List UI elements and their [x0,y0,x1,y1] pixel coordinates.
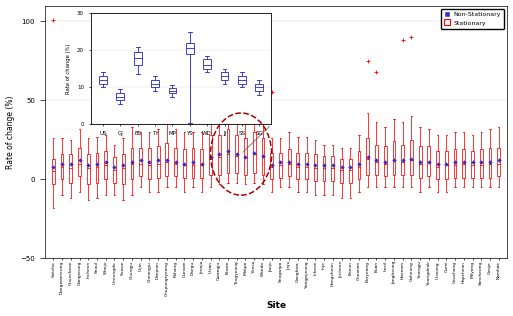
Bar [436,151,439,179]
Bar [427,146,430,176]
Bar [488,148,491,178]
Bar [166,143,168,176]
Bar [453,149,457,178]
Bar [419,146,422,178]
Y-axis label: Rate of change (%): Rate of change (%) [6,95,14,169]
Bar [462,149,465,178]
Bar [358,151,360,179]
Bar [270,153,273,179]
Bar [227,129,229,173]
Legend: Non-Stationary, Stationary: Non-Stationary, Stationary [441,9,504,29]
Bar [113,157,116,183]
Bar [297,153,299,179]
Bar [384,146,387,176]
Bar [480,149,483,178]
Bar [497,148,500,176]
Bar [314,154,317,181]
X-axis label: Site: Site [266,301,286,310]
Bar [323,156,325,181]
Bar [218,135,221,175]
Bar [349,159,351,183]
Bar [61,154,64,179]
Bar [471,151,474,178]
Bar [104,151,107,179]
Bar [288,149,290,176]
Bar [139,148,142,176]
Bar [244,138,247,175]
Bar [445,151,448,179]
Bar [235,135,238,173]
Bar [366,138,369,175]
Bar [95,153,98,183]
Bar [183,149,186,178]
Bar [174,148,177,176]
Bar [201,149,203,178]
Bar [122,154,125,184]
Bar [69,154,72,183]
Bar [262,138,264,175]
Bar [130,148,133,179]
Bar [392,142,396,175]
Bar [279,153,282,178]
Bar [375,145,378,175]
Bar [305,153,308,179]
Bar [156,146,160,178]
Bar [87,154,90,184]
Bar [331,156,334,181]
Bar [52,159,55,184]
Bar [410,140,413,175]
Bar [78,148,81,176]
Bar [401,145,404,175]
Bar [192,148,194,178]
Bar [148,148,151,179]
Bar [209,135,212,175]
Bar [340,159,343,183]
Bar [253,132,255,173]
